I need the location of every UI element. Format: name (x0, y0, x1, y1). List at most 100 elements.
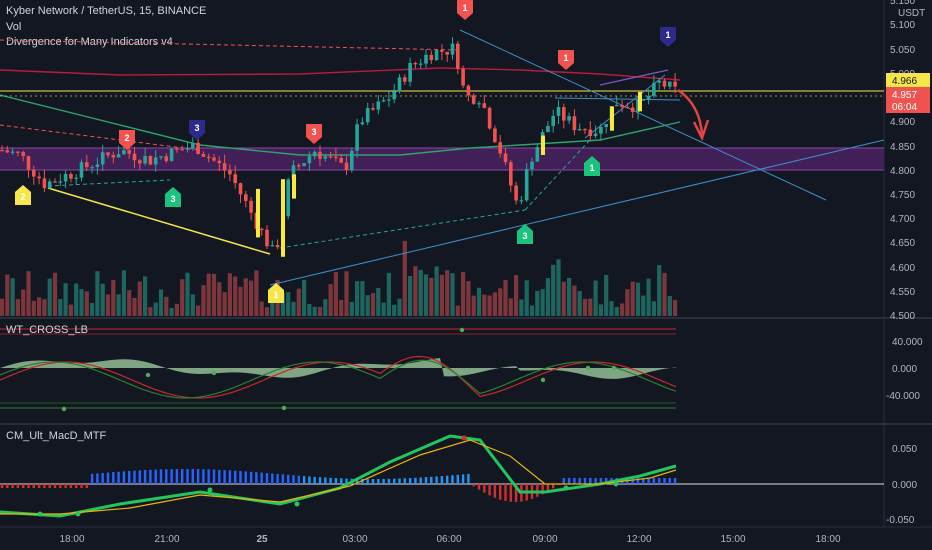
macd-histogram-bar (96, 473, 99, 484)
volume-bar (259, 301, 264, 316)
candle-body (159, 156, 163, 158)
candle-body (53, 181, 57, 183)
macd-histogram-bar (117, 471, 120, 484)
candle-body (546, 125, 550, 133)
macd-histogram-bar (143, 470, 147, 484)
candle-body (180, 149, 184, 151)
macd-histogram-bar (472, 484, 475, 487)
badge-label: 1 (462, 3, 467, 13)
candle-body (562, 107, 566, 121)
time-tick-label: 09:00 (532, 534, 557, 545)
candle-body (487, 107, 492, 129)
candle-body (63, 173, 68, 182)
price-tick-label: 4.500 (890, 311, 915, 322)
volume-bar (545, 278, 550, 316)
candle-body (5, 150, 10, 153)
candle-body (111, 155, 116, 158)
price-tick-label: 4.650 (890, 238, 915, 249)
macd-histogram-bar (647, 478, 650, 484)
candle-body (16, 151, 20, 153)
macd-histogram-bar (276, 473, 279, 484)
time-tick-label: 18:00 (59, 534, 84, 545)
volume-bar (667, 296, 672, 316)
macd-histogram-bar (393, 478, 396, 484)
signal-badge: 2 (119, 130, 135, 150)
macd-histogram-bar (371, 478, 375, 484)
volume-bar (455, 305, 460, 316)
macd-histogram-bar (583, 478, 587, 484)
macd-histogram-bar (424, 477, 428, 484)
macd-label[interactable]: CM_Ult_MacD_MTF (6, 430, 107, 442)
candle-body (0, 150, 4, 152)
divergence-indicator-label[interactable]: Divergence for Many Indicators v4 (6, 36, 173, 48)
macd-histogram-bar (297, 475, 300, 484)
volume-bar (392, 304, 397, 316)
candle-body (328, 156, 333, 158)
wt-cross-label[interactable]: WT_CROSS_LB (6, 324, 88, 336)
candle-body (169, 148, 174, 161)
overlay-lines (0, 29, 885, 286)
volume-bar (657, 265, 662, 316)
ma-slow-line (0, 67, 681, 81)
volume-bar (625, 289, 630, 316)
signal-badge: 3 (165, 187, 181, 207)
volume-bar (551, 264, 556, 316)
candle-body (535, 147, 540, 162)
candle-body (418, 63, 423, 65)
volume-bar (143, 276, 148, 316)
volume-bar (598, 304, 603, 316)
badge-label: 1 (563, 53, 568, 63)
cross-dot (611, 365, 617, 371)
macd-histogram-bar (122, 471, 126, 484)
volume-bar (153, 302, 158, 316)
macd-histogram-bar (255, 472, 258, 484)
macd-histogram-bar (398, 478, 401, 484)
macd-histogram-bar (37, 484, 41, 488)
volume-bar (68, 304, 73, 316)
macd-cross-dot (294, 501, 300, 507)
highlight-candle (541, 135, 545, 155)
vol-indicator-label[interactable]: Vol (6, 21, 22, 33)
candle-body (572, 116, 577, 131)
candle-body (32, 169, 36, 177)
candle-body (249, 200, 253, 213)
cross-dot (211, 370, 217, 376)
signal-badge: 3 (306, 124, 322, 144)
highlight-candle (292, 174, 296, 199)
macd-histogram-bar (594, 478, 597, 484)
price-tick-label: 4.900 (890, 117, 915, 128)
macd-tick-label: -0.050 (886, 515, 915, 526)
macd-histogram-bar (249, 471, 253, 484)
wt-tick-label: 40.000 (892, 337, 923, 348)
volume-bar (312, 306, 317, 316)
volume-bar (673, 300, 678, 316)
badge-shape (119, 130, 135, 150)
macd-histogram-bar (599, 478, 603, 484)
symbol-title[interactable]: Kyber Network / TetherUS, 15, BINANCE (6, 5, 207, 17)
volume-bar (100, 283, 105, 316)
volume-bar (211, 273, 217, 316)
candle-body (350, 150, 354, 170)
candle-body (339, 157, 343, 163)
time-axis: 18:00 21:00 25 03:00 06:00 09:00 12:00 15:00 18:… (59, 534, 840, 545)
candle-body (122, 150, 126, 155)
candle-body (434, 50, 439, 61)
macd-histogram-bar (408, 478, 412, 484)
macd-histogram-bar (265, 473, 269, 484)
candle-body (10, 151, 15, 153)
badge-shape (660, 27, 676, 47)
candle-body (302, 163, 306, 167)
candle-body (138, 160, 142, 164)
volume-bar (360, 281, 365, 316)
candle-body (509, 162, 513, 186)
candle-body (21, 152, 25, 157)
macd-histogram-bar (59, 484, 62, 488)
trend-line (584, 74, 666, 139)
macd-histogram-bar (567, 478, 571, 484)
signal-badge: 3 (189, 120, 205, 140)
macd-pane (0, 434, 884, 518)
volume-bar (519, 299, 524, 316)
macd-histogram-bar (186, 469, 189, 484)
candle-body (148, 155, 153, 165)
